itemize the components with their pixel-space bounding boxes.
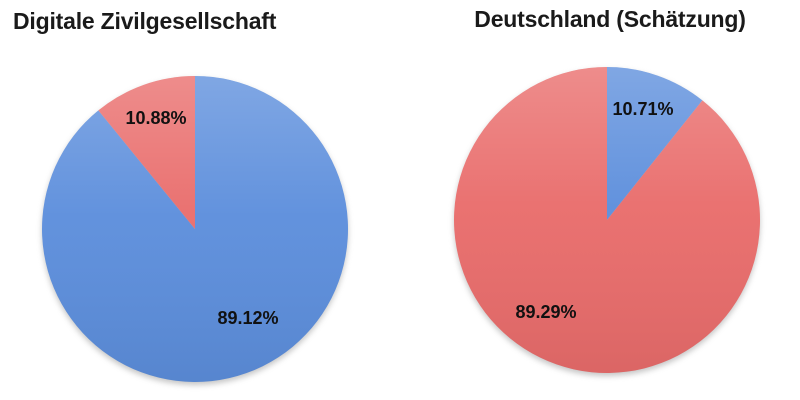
slice-label-left-blue: 89.12% [217, 308, 278, 328]
chart-title-digitale-zivilgesellschaft: Digitale Zivilgesellschaft [13, 8, 277, 34]
slice-label-right-red: 89.29% [515, 302, 576, 322]
pie-slice-blue [42, 76, 349, 382]
chart-title-deutschland-schaetzung: Deutschland (Schätzung) [474, 6, 746, 32]
slice-label-right-blue: 10.71% [612, 99, 673, 119]
pie-digitale-zivilgesellschaft [42, 76, 349, 382]
slice-label-left-red: 10.88% [125, 108, 186, 128]
pie-deutschland-schaetzung [454, 67, 761, 374]
